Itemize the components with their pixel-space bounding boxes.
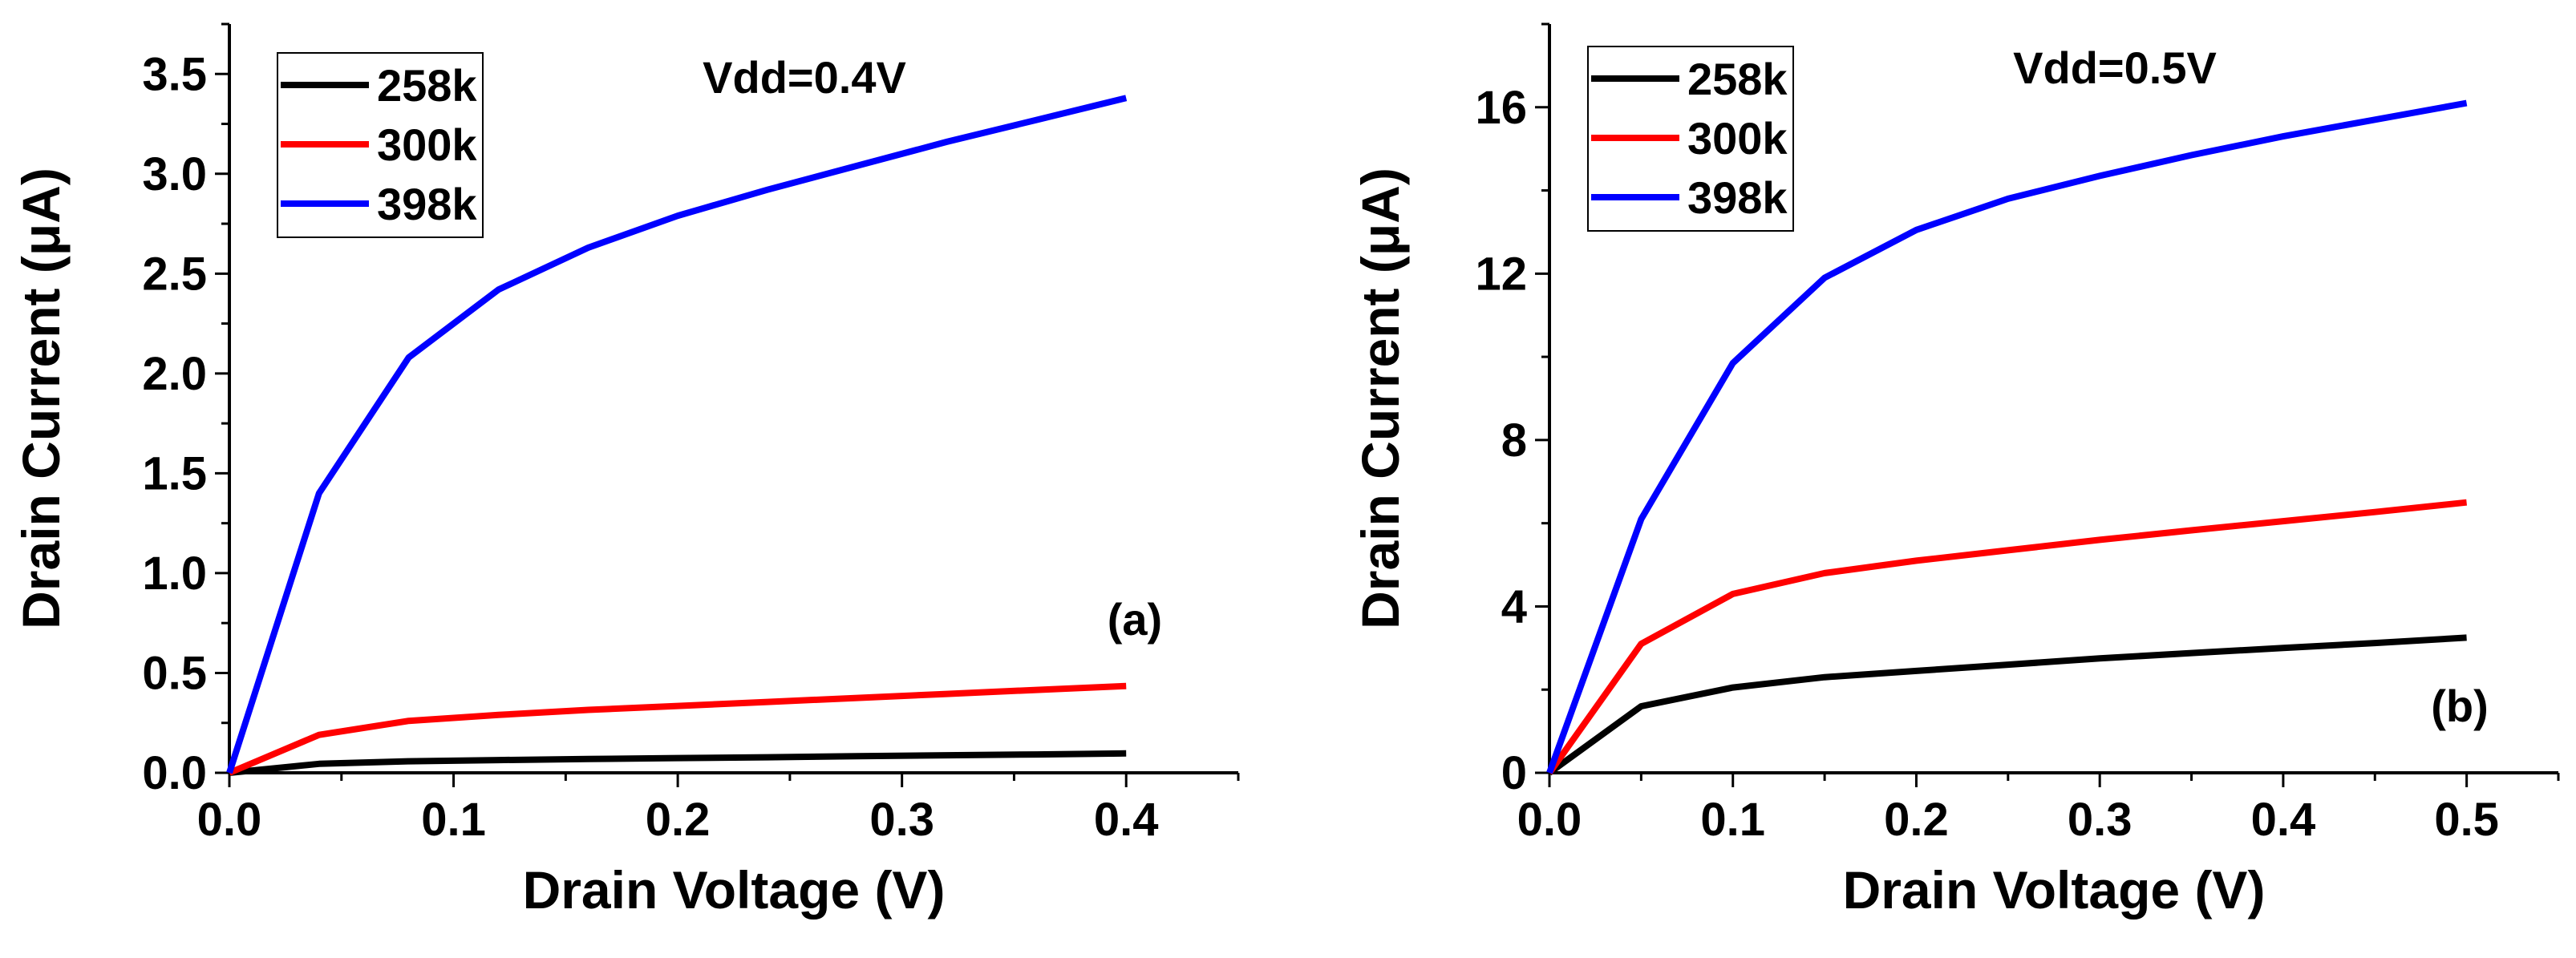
y-tick-label: 2.0 <box>142 348 207 400</box>
y-tick-label: 3.5 <box>142 48 207 100</box>
x-tick-label: 0.0 <box>197 794 262 846</box>
y-tick-label: 12 <box>1475 248 1527 300</box>
y-tick-label: 4 <box>1501 580 1527 633</box>
y-tick-label: 0.0 <box>142 747 207 799</box>
legend-label: 398k <box>377 179 477 229</box>
y-tick-label: 0 <box>1501 747 1527 799</box>
vdd-annotation: Vdd=0.4V <box>703 52 906 103</box>
legend-label: 300k <box>1687 113 1788 164</box>
series-line-398k <box>1546 99 2468 774</box>
panel-label: (b) <box>2431 681 2489 731</box>
series-line-300k <box>228 682 1127 776</box>
x-tick-label: 0.1 <box>421 794 486 846</box>
series-line-258k <box>1547 634 2467 776</box>
x-tick-label: 0.4 <box>2251 794 2316 846</box>
x-tick-label: 0.0 <box>1517 794 1582 846</box>
legend: 258k 300k 398k <box>277 52 484 238</box>
x-tick-label: 0.3 <box>869 794 934 846</box>
x-axis-title: Drain Voltage (V) <box>523 860 946 920</box>
x-tick-label: 0.1 <box>1700 794 1765 846</box>
y-tick-label: 0.5 <box>142 647 207 699</box>
legend: 258k 300k 398k <box>1587 46 1794 232</box>
panel-label: (a) <box>1108 594 1162 645</box>
legend-label: 258k <box>377 60 477 111</box>
series-line-398k <box>226 95 1128 774</box>
y-tick-label: 1.5 <box>142 447 207 499</box>
x-axis-title: Drain Voltage (V) <box>1843 860 2266 920</box>
y-tick-label: 3.0 <box>142 148 207 200</box>
y-tick-label: 8 <box>1501 414 1527 467</box>
y-tick-label: 16 <box>1475 82 1527 134</box>
series-line-258k <box>229 750 1127 776</box>
y-axis-title: Drain Current (μA) <box>1351 168 1410 629</box>
y-axis-title: Drain Current (μA) <box>11 168 71 629</box>
x-tick-label: 0.3 <box>2068 794 2132 846</box>
vdd-annotation: Vdd=0.5V <box>2013 42 2217 93</box>
x-tick-label: 0.2 <box>1884 794 1949 846</box>
series-line-300k <box>1546 499 2468 775</box>
x-tick-label: 0.4 <box>1094 794 1159 846</box>
chart-panel-b: 0.0 0.1 0.2 0.3 0.4 0.5 0 4 8 12 16 Drain Voltage (… <box>1351 22 2560 920</box>
y-tick-label: 2.5 <box>142 248 207 300</box>
x-tick-label: 0.5 <box>2434 794 2499 846</box>
y-tick-label: 1.0 <box>142 548 207 600</box>
legend-label: 300k <box>377 119 477 170</box>
x-tick-label: 0.2 <box>646 794 711 846</box>
chart-panel-a: 0.0 0.1 0.2 0.3 0.4 0.0 0.5 1.0 1.5 2.0 2.5 3.0 3.5 D… <box>11 22 1240 920</box>
legend-label: 258k <box>1687 54 1788 104</box>
legend-label: 398k <box>1687 172 1788 223</box>
